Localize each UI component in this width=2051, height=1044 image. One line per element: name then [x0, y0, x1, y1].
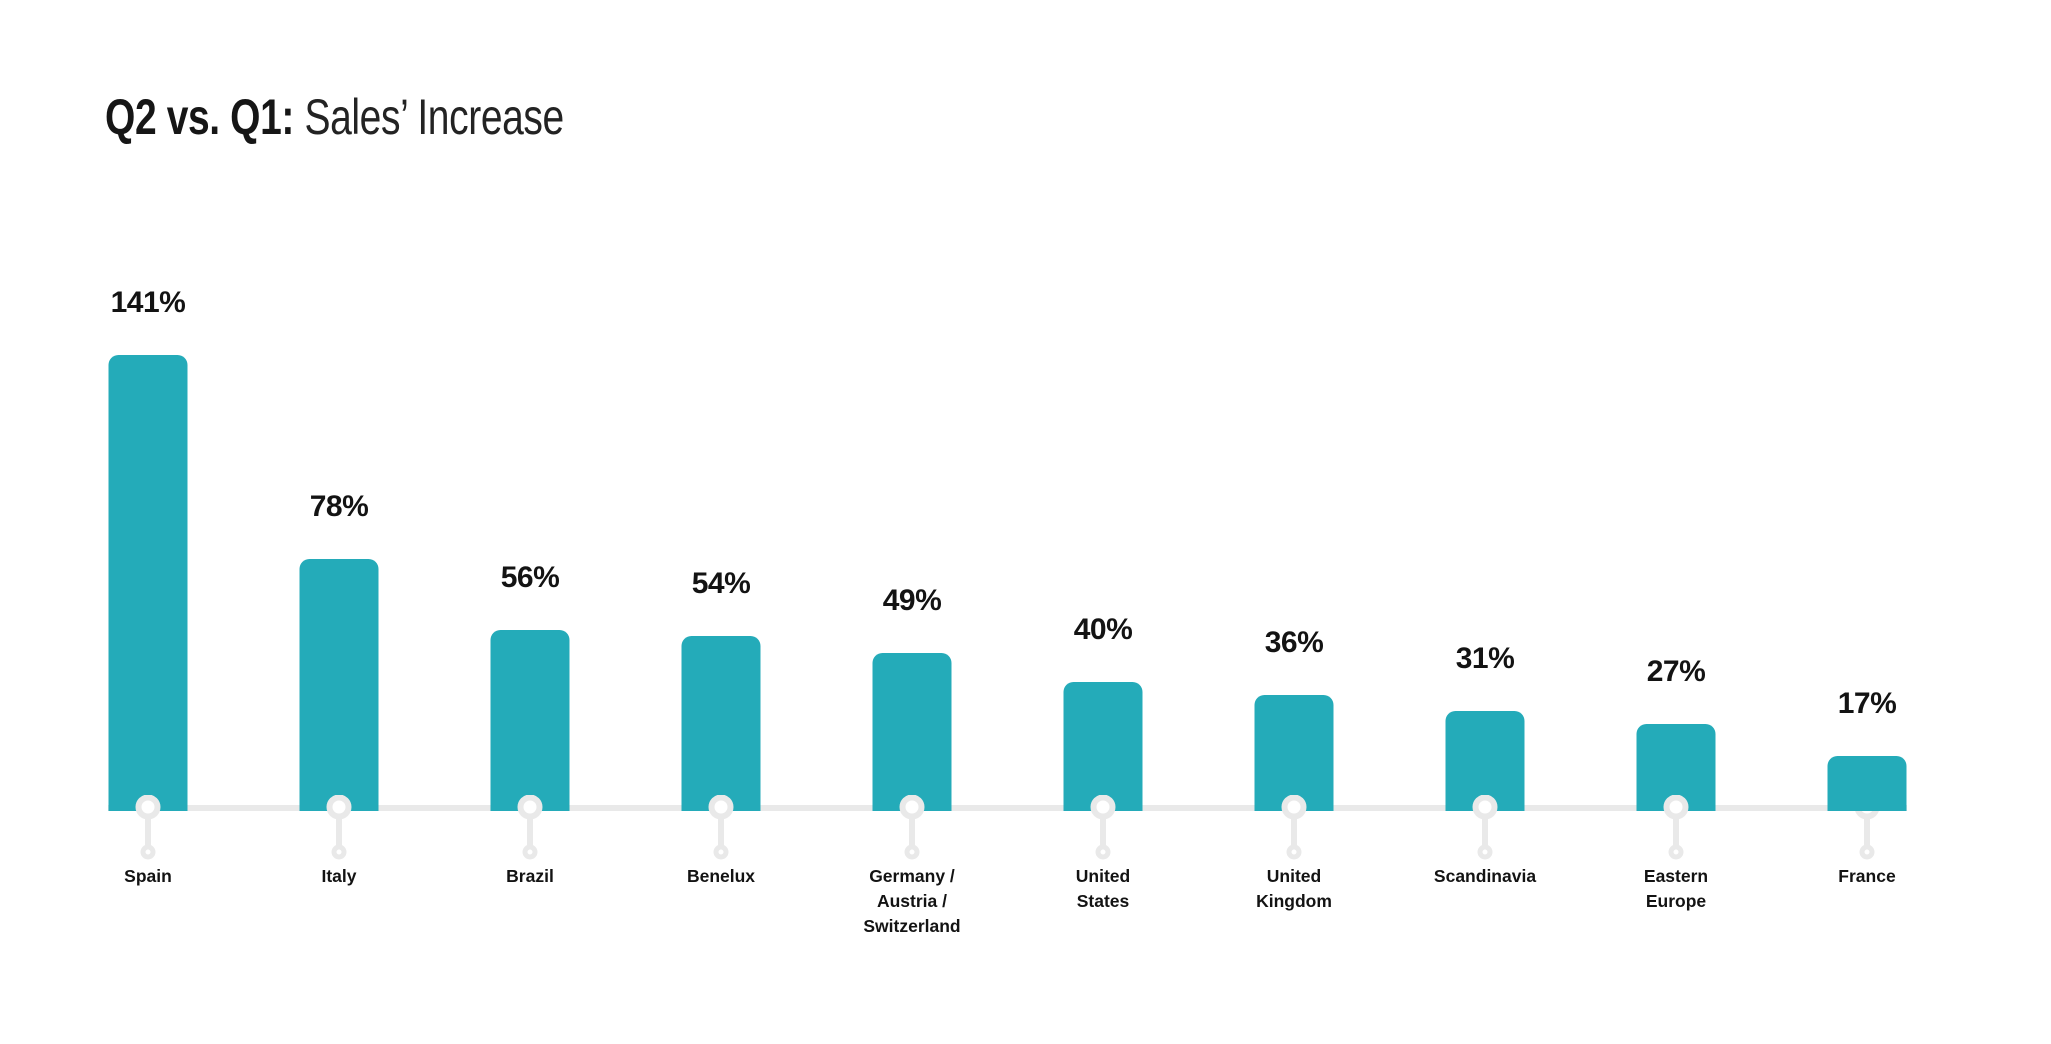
- category-label: United States: [1075, 866, 1131, 911]
- bar: [299, 559, 379, 811]
- bar-value-label: 27%: [1646, 655, 1706, 688]
- bar: [1254, 695, 1334, 811]
- bar-value-label: 141%: [110, 286, 186, 319]
- bar-column: 49% Germany / Austria / Switzerland: [817, 0, 1007, 1044]
- chart-title-regular: Sales’ Increase: [304, 89, 564, 145]
- bar-column: 56% Brazil: [435, 0, 625, 1044]
- bar-value-label: 31%: [1455, 642, 1515, 675]
- bar: [108, 355, 188, 811]
- bar: [681, 636, 761, 811]
- bar-column: 40% United States: [1008, 0, 1198, 1044]
- bar-column: 78% Italy: [244, 0, 434, 1044]
- category-label: Eastern Europe: [1643, 866, 1709, 911]
- bar-column: 54% Benelux: [626, 0, 816, 1044]
- pin-marker-icon: [1281, 795, 1307, 860]
- chart-title: Q2 vs. Q1: Sales’ Increase: [105, 90, 564, 144]
- bar-value-label: 49%: [882, 584, 942, 617]
- bar-value-label: 40%: [1073, 613, 1133, 646]
- pin-marker-icon: [1472, 795, 1498, 860]
- category-label: Scandinavia: [1433, 866, 1537, 886]
- bar-column: 36% United Kingdom: [1199, 0, 1389, 1044]
- bar: [1827, 756, 1907, 811]
- pin-marker-icon: [135, 795, 161, 860]
- category-label: France: [1838, 866, 1896, 886]
- bar-value-label: 78%: [309, 490, 369, 523]
- bar-column: 17% France: [1772, 0, 1962, 1044]
- bar-column: 31% Scandinavia: [1390, 0, 1580, 1044]
- bar: [1445, 711, 1525, 811]
- bar-column: 27% Eastern Europe: [1581, 0, 1771, 1044]
- bar-value-label: 17%: [1837, 687, 1897, 720]
- chart-title-bold: Q2 vs. Q1:: [105, 89, 295, 145]
- pin-marker-icon: [708, 795, 734, 860]
- pin-marker-icon: [326, 795, 352, 860]
- category-label: Italy: [321, 866, 357, 886]
- bar-column: 141% Spain: [53, 0, 243, 1044]
- bar: [872, 653, 952, 811]
- category-label: Spain: [124, 866, 172, 886]
- category-label: United Kingdom: [1256, 866, 1332, 911]
- pin-marker-icon: [517, 795, 543, 860]
- bar: [490, 630, 570, 811]
- pin-marker-icon: [1663, 795, 1689, 860]
- x-axis-line: [108, 805, 1907, 811]
- bar-value-label: 36%: [1264, 626, 1324, 659]
- bar: [1063, 682, 1143, 811]
- bar-value-label: 56%: [500, 561, 560, 594]
- pin-marker-icon: [899, 795, 925, 860]
- bar-value-label: 54%: [691, 567, 751, 600]
- category-label: Brazil: [506, 866, 554, 886]
- category-label: Benelux: [686, 866, 756, 886]
- pin-marker-icon: [1090, 795, 1116, 860]
- category-label: Germany / Austria / Switzerland: [863, 866, 961, 936]
